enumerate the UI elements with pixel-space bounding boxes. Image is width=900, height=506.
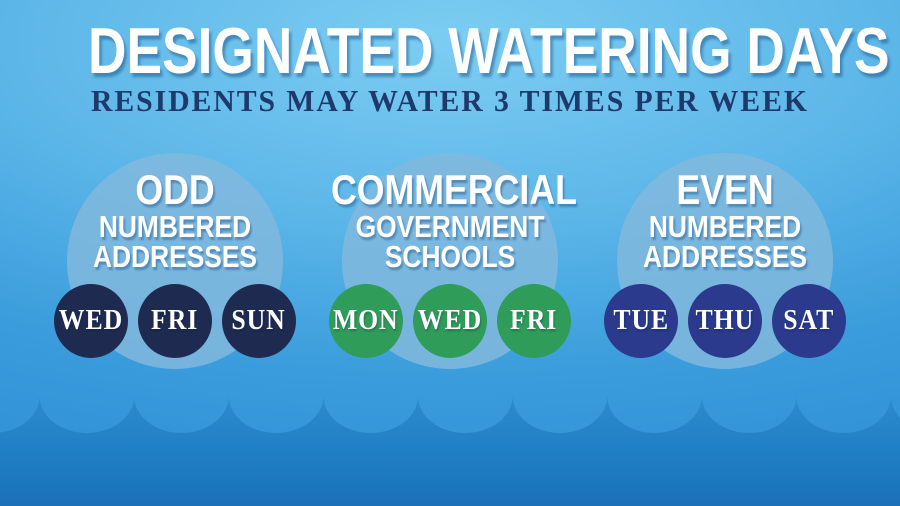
day-badge-label: SUN [231,305,287,336]
day-badge-label: TUE [613,305,669,336]
group-title-line: SCHOOLS [384,239,516,274]
day-badge-wed: WED [54,284,128,358]
day-badge-thu: THU [688,284,762,358]
water-wave-decoration [0,396,900,506]
page-title-text: DESIGNATED WATERING DAYS [87,14,890,87]
group-title-line: ADDRESSES [643,239,807,274]
group-even-numbered-addresses: EVEN NUMBERED ADDRESSES TUE THU SAT [585,150,865,420]
group-title-line: GOVERNMENT [355,209,545,244]
group-title-line: NUMBERED [648,209,802,244]
day-badge-label: SAT [783,305,835,336]
day-badge-wed: WED [413,284,487,358]
day-badges-row: MON WED FRI [310,284,590,358]
day-badge-label: FRI [151,305,199,336]
group-title-line: ODD [135,166,215,213]
day-badges-row: TUE THU SAT [585,284,865,358]
day-badges-row: WED FRI SUN [35,284,315,358]
page-title: DESIGNATED WATERING DAYS [0,16,900,86]
group-title-line: ADDRESSES [93,239,257,274]
group-title-line: EVEN [676,166,774,213]
day-badge-label: WED [417,305,483,336]
day-badge-tue: TUE [604,284,678,358]
day-badge-label: MON [333,305,399,336]
group-commercial-government-schools: COMMERCIAL GOVERNMENT SCHOOLS MON WED FR… [310,150,590,420]
day-badge-sat: SAT [772,284,846,358]
day-badge-label: WED [58,305,124,336]
page-subtitle-text: RESIDENTS MAY WATER 3 TIMES PER WEEK [91,83,809,118]
day-badge-sun: SUN [222,284,296,358]
day-badge-label: THU [695,305,755,336]
group-title-line: COMMERCIAL [331,166,577,213]
group-title-line: NUMBERED [98,209,252,244]
group-title-odd: ODD NUMBERED ADDRESSES [35,166,315,274]
day-badge-fri: FRI [497,284,571,358]
day-badge-label: FRI [510,305,558,336]
day-badge-mon: MON [329,284,403,358]
group-title-commercial: COMMERCIAL GOVERNMENT SCHOOLS [310,166,590,274]
group-title-even: EVEN NUMBERED ADDRESSES [585,166,865,274]
page-subtitle: RESIDENTS MAY WATER 3 TIMES PER WEEK [0,85,900,117]
group-odd-numbered-addresses: ODD NUMBERED ADDRESSES WED FRI SUN [35,150,315,420]
day-badge-fri: FRI [138,284,212,358]
